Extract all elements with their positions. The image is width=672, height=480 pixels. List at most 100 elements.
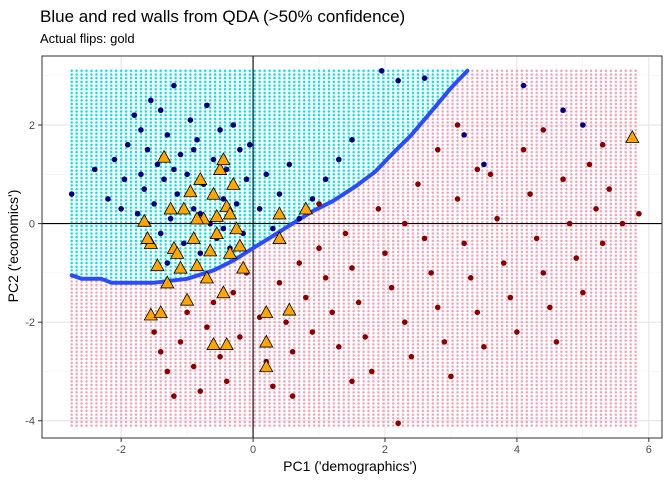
red-region-dot	[218, 413, 222, 416]
blue-region-dot	[119, 246, 123, 250]
red-region-dot	[223, 280, 227, 283]
blue-region-dot	[406, 113, 410, 117]
blue-region-dot	[154, 84, 158, 87]
blue-region-dot	[194, 102, 197, 106]
blue-region-dot	[144, 132, 148, 135]
blue-region-dot	[342, 113, 346, 117]
red-region-dot	[248, 328, 252, 331]
blue-region-dot	[327, 150, 331, 154]
red-region-dot	[70, 391, 73, 394]
blue-region-dot	[377, 95, 380, 98]
blue-region-dot	[134, 99, 138, 102]
blue-region-dot	[342, 139, 346, 143]
blue-region-dot	[189, 202, 192, 206]
red-region-dot	[268, 417, 271, 420]
blue-region-dot	[337, 143, 341, 146]
blue-region-dot	[114, 258, 118, 261]
blue-region-dot	[95, 258, 98, 261]
blue-region-dot	[362, 113, 365, 117]
blue-region-dot	[288, 154, 291, 158]
red-region-dot	[213, 287, 217, 291]
red-region-dot	[75, 361, 78, 365]
blue-region-dot	[268, 88, 271, 91]
red-region-dot	[233, 387, 237, 390]
red-region-dot	[129, 332, 133, 335]
red-region-dot	[85, 424, 88, 427]
blue-region-dot	[302, 88, 306, 91]
red-region-dot	[110, 413, 113, 416]
blue-region-dot	[100, 106, 103, 109]
red-region-dot	[90, 398, 93, 402]
blue-region-dot	[213, 69, 217, 73]
blue-region-dot	[174, 232, 177, 235]
red-region-dot	[95, 387, 98, 390]
blue-region-dot	[105, 254, 108, 257]
blue-region-dot	[194, 95, 197, 98]
blue-region-dot	[391, 117, 395, 121]
blue-region-dot	[203, 80, 207, 84]
red-region-dot	[169, 335, 172, 339]
blue-region-dot	[80, 165, 83, 169]
blue-region-dot	[273, 121, 276, 124]
blue-region-dot	[332, 150, 336, 154]
red-region-dot	[184, 328, 187, 331]
blue-region-dot	[169, 136, 172, 139]
red-region-dot	[238, 306, 242, 309]
blue-region-dot	[322, 113, 326, 117]
red-region-dot	[184, 317, 187, 320]
red-region-dot	[189, 306, 192, 309]
blue-region-dot	[159, 124, 162, 128]
red-region-dot	[80, 287, 83, 291]
red-region-dot	[149, 391, 153, 394]
blue-region-dot	[382, 80, 385, 84]
red-region-dot	[90, 302, 93, 305]
blue-region-dot	[322, 150, 326, 154]
blue-region-dot	[119, 184, 123, 187]
blue-region-dot	[317, 161, 321, 165]
red-region-dot	[228, 324, 232, 328]
red-region-dot	[114, 394, 118, 398]
blue-region-dot	[288, 143, 291, 146]
red-region-dot	[134, 328, 138, 331]
blue-region-dot	[372, 147, 375, 150]
blue-region-dot	[302, 165, 306, 169]
blue-region-dot	[436, 84, 439, 87]
blue-region-dot	[327, 117, 331, 121]
blue-region-dot	[70, 165, 73, 169]
blue-region-dot	[149, 106, 153, 109]
blue-region-dot	[95, 269, 98, 272]
blue-region-dot	[179, 224, 182, 228]
red-region-dot	[119, 357, 123, 361]
blue-region-dot	[391, 73, 395, 76]
blue-region-dot	[164, 265, 167, 268]
blue-region-dot	[352, 117, 355, 121]
blue-region-dot	[273, 136, 276, 139]
blue-region-dot	[337, 184, 341, 187]
red-region-dot	[174, 346, 177, 350]
blue-region-dot	[105, 258, 108, 261]
blue-region-dot	[263, 158, 266, 161]
blue-region-dot	[312, 180, 316, 183]
blue-region-dot	[139, 106, 143, 109]
blue-region-dot	[144, 69, 148, 73]
blue-region-dot	[149, 180, 153, 183]
blue-region-dot	[194, 202, 197, 206]
blue-region-dot	[238, 198, 242, 202]
blue-region-dot	[263, 206, 266, 209]
blue-region-dot	[228, 136, 232, 139]
red-region-dot	[85, 409, 88, 413]
blue-region-dot	[105, 95, 108, 98]
blue-region-dot	[268, 184, 271, 187]
blue-region-dot	[367, 154, 370, 158]
red-region-dot	[199, 283, 202, 287]
red-region-dot	[129, 343, 133, 346]
red-region-dot	[218, 361, 222, 365]
blue-region-dot	[110, 265, 113, 268]
red-region-dot	[184, 365, 187, 368]
red-region-dot	[213, 309, 217, 313]
blue-region-dot	[337, 176, 341, 180]
red-region-dot	[203, 383, 207, 387]
blue-region-dot	[322, 161, 326, 165]
blue-region-dot	[80, 143, 83, 146]
blue-region-dot	[357, 169, 360, 172]
